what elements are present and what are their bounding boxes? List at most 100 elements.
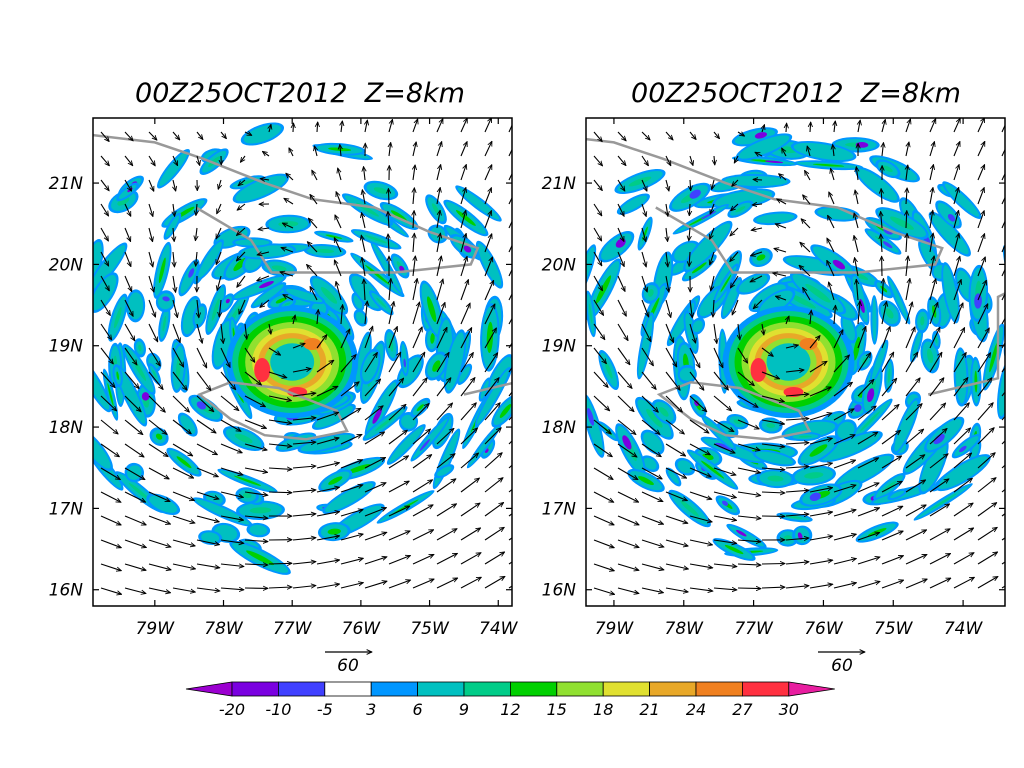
rainband-cell: [776, 512, 813, 523]
rainband-cell: [690, 317, 706, 335]
wind-vector: [340, 145, 341, 157]
colorbar-swatch: [277, 681, 326, 697]
wind-vector: [364, 581, 387, 589]
wind-vector: [340, 408, 361, 421]
rainband-cell: [513, 349, 536, 406]
wind-vector: [713, 347, 724, 368]
colorbar-label: 18: [593, 700, 613, 719]
wind-vector: [666, 179, 669, 191]
wind-vector: [593, 443, 612, 457]
wind-vector: [833, 583, 856, 589]
wind-vector: [508, 141, 512, 157]
wind-vector: [761, 468, 785, 470]
wind-vector: [785, 443, 809, 444]
wind-vectors: [593, 118, 1005, 594]
wind-vector: [172, 299, 178, 318]
wind-vector: [412, 352, 425, 373]
panel-right: 00Z25OCT2012 Z=8km 16N 17N 18N 19N 20N 21N 79W…: [542, 78, 1006, 676]
wind-vector: [215, 227, 222, 239]
wind-vector: [196, 347, 208, 368]
wind-vector: [881, 481, 902, 493]
wind-vector: [484, 257, 493, 277]
wind-vector: [810, 122, 811, 133]
wind-vector: [460, 353, 473, 373]
wind-vector: [100, 491, 121, 502]
wind-vector: [124, 179, 132, 191]
wind-vector: [124, 395, 141, 412]
wind-vector: [858, 301, 860, 325]
wind-vector: [310, 194, 318, 205]
rainband-cell: [456, 363, 473, 385]
wind-vector: [929, 119, 936, 133]
wind-vector: [905, 404, 922, 421]
wind-vector: [761, 347, 773, 356]
wind-vector: [785, 419, 809, 421]
wind-vector: [689, 203, 690, 216]
wind-vector: [508, 172, 512, 181]
wind-vector: [340, 558, 363, 565]
wind-vector: [809, 387, 831, 397]
wind-vector: [100, 419, 118, 434]
wind-vector: [905, 278, 910, 301]
wind-vector: [857, 457, 879, 469]
wind-vector: [713, 515, 737, 520]
rainband-cell: [384, 328, 399, 362]
wind-vector: [833, 355, 849, 373]
wind-vector: [1001, 219, 1005, 229]
wind-vector: [316, 360, 334, 373]
wind-vector: [460, 403, 476, 421]
wind-vector: [953, 328, 965, 349]
coastline-jamaica: [656, 381, 812, 441]
wind-vector: [293, 315, 295, 325]
wind-vector: [857, 533, 880, 541]
wind-vector: [124, 515, 146, 525]
wind-vector: [508, 391, 512, 397]
wind-vector: [881, 327, 890, 349]
wind-vector: [172, 563, 196, 569]
wind-vector: [977, 403, 993, 421]
wind-vector: [262, 151, 270, 157]
wind-vector: [977, 527, 997, 541]
wind-vector: [929, 352, 942, 373]
eyewall: [722, 305, 855, 419]
wind-vector: [713, 588, 737, 590]
wind-vector: [283, 295, 294, 301]
wind-vector: [316, 463, 339, 469]
wind-vector: [436, 454, 455, 469]
wind-vector: [737, 347, 748, 363]
wind-vector: [881, 234, 882, 253]
wind-vector: [100, 203, 109, 216]
lat-tick-label: 17N: [49, 499, 84, 519]
wind-vector: [316, 512, 340, 517]
wind-vector: [196, 515, 219, 522]
wind-vector: [689, 515, 712, 522]
wind-vector: [732, 299, 739, 315]
wind-vector: [617, 587, 639, 594]
wind-vector: [801, 219, 811, 229]
wind-vector: [460, 428, 478, 445]
wind-vector: [617, 203, 625, 216]
wind-vector: [388, 404, 406, 421]
wind-vector: [833, 460, 856, 469]
wind-vector: [436, 479, 456, 493]
wind-vector: [148, 179, 154, 191]
rainband-cell: [196, 239, 224, 281]
wind-vector: [364, 279, 365, 301]
wind-vector: [364, 432, 385, 445]
wind-vector: [436, 553, 457, 565]
wind-vector: [388, 481, 409, 493]
wind-vector: [593, 587, 615, 594]
wind-vector: [881, 212, 882, 229]
wind-vector: [460, 503, 480, 517]
rainband-cell: [148, 363, 161, 385]
axis-ticks: 16N 17N 18N 19N 20N 21N 79W 78W 77W 76W 75W 74W: [49, 118, 519, 639]
rainband-cell: [810, 244, 856, 278]
wind-vector: [148, 491, 170, 503]
wind-vector: [100, 347, 113, 364]
colorbar-swatch: [417, 681, 465, 697]
wind-vector: [782, 148, 787, 157]
wind-vector: [689, 467, 711, 477]
wind-vector: [809, 463, 833, 469]
rainband-cell: [353, 309, 368, 327]
rainband-cell: [250, 282, 287, 309]
